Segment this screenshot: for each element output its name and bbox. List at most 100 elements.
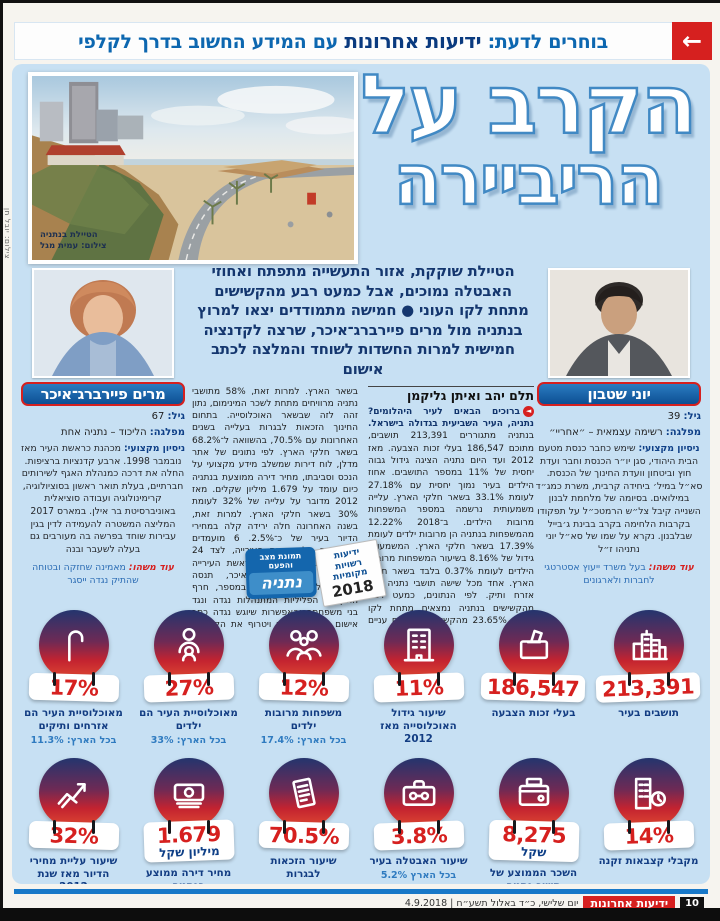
stat-label: שיעור האבטלה בעיר: [369, 855, 468, 867]
stat-tag: 32%: [28, 820, 119, 851]
age-value: 39: [667, 411, 681, 422]
stat-value: 32%: [48, 823, 99, 849]
chart-up-icon: [38, 758, 109, 828]
stat-tag: 186,547: [481, 672, 586, 703]
stat-label: מאוכלוסיית העיר הם ילדים: [139, 707, 238, 732]
candidate-age: גיל: 39: [533, 411, 705, 422]
scan-edge-left: [0, 0, 3, 921]
stat-national: בכל הארץ: 17.4%: [260, 734, 347, 746]
banner-text: בוחרים לדעת: ידיעות אחרונות עם המידע החש…: [14, 29, 672, 53]
stat-value: 8,275: [501, 822, 566, 848]
netanya-stamp-badge: תמונת מצב והפעם נתניה: [245, 546, 317, 599]
scan-edge-top: [0, 0, 720, 3]
experience-text: מכהנת כראשת העיר מאז נובמבר 1998. ארבע ק…: [20, 443, 185, 555]
candidate-experience: ניסיון מקצועי: מכהנת כראשת העיר מאז נובמ…: [19, 443, 187, 556]
headline-line1: הקרב על: [359, 64, 698, 153]
article-subhead: הטיילת שוקקת, אזור התעשייה מתפתח ואחוזי …: [197, 263, 529, 378]
candidate-experience: ניסיון מקצועי: שימש כחבר כנסת מטעם הבית …: [535, 443, 703, 556]
newspaper-brand: ידיעות אחרונות: [583, 896, 676, 911]
stat-tag: 213,391: [595, 672, 702, 703]
cane-icon: [38, 610, 109, 680]
lead-bullet-icon: ◄: [523, 405, 534, 417]
photo-caption-title: הטיילת בנתניה: [40, 230, 98, 240]
stat-label: מאוכלוסיית העיר הם אזרחים ותיקים: [24, 707, 123, 732]
stat-population-growth: 11% שיעור גידול האוכלוסייה מאז 2012: [361, 610, 476, 746]
banner-prefix: בוחרים לדעת:: [481, 31, 609, 53]
stamp-city-name: נתניה: [248, 570, 314, 595]
left-arrow-icon: ←: [672, 22, 712, 60]
byline: תלם יהב ואיתן גליקמן: [368, 385, 534, 402]
stat-tag: 8,275 שקל: [487, 819, 580, 863]
stat-unit: מיליון שקל: [158, 843, 220, 861]
family-icon: [268, 610, 339, 680]
candidate-card-shetbon: יוני שטבון גיל: 39 מפלגה: רשימה עצמאית –…: [533, 268, 705, 587]
stat-value: 3.8%: [389, 823, 448, 849]
ballot-box-icon: [498, 610, 569, 680]
stat-tag: 1.679 מיליון שקל: [142, 819, 235, 863]
stat-label: מקבלי קצבאות זקנה: [598, 855, 699, 867]
article-col1-text: בנתניה מתגוררים 213,391 תושבים, מתוכם 18…: [368, 431, 534, 626]
stat-tag: 12%: [258, 672, 349, 703]
stat-old-age-pension: 14% מקבלי קצבאות זקנה: [591, 758, 706, 884]
footer-rule: [14, 889, 708, 894]
local-authorities-booklet-badge: ידיעות רשויות מקומיות 2018: [313, 538, 387, 607]
candidate-party: מפלגה: רשימה עצמאית – ״אחריי״: [533, 427, 705, 438]
candidate-photo-feirberg: [32, 268, 174, 378]
stat-value: 12%: [278, 675, 329, 701]
promenade-photo: הטיילת בנתניה צילום: עמית מגל: [28, 72, 358, 264]
stat-seniors: 17% מאוכלוסיית העיר הם אזרחים ותיקים בכל…: [16, 610, 131, 746]
stat-unemployment: 3.8% שיעור האבטלה בעיר בכל הארץ 5.2%: [361, 758, 476, 884]
stat-national: בכל הארץ 5.2%: [380, 869, 457, 881]
party-value: רשימה עצמאית – ״אחריי״: [549, 427, 663, 438]
stat-children: 27% מאוכלוסיית העיר הם ילדים בכל הארץ: 3…: [131, 610, 246, 746]
stat-large-families: 12% משפחות מרובות ילדים בכל הארץ: 17.4%: [246, 610, 361, 746]
page-title: הקרב על הריביירה: [352, 64, 704, 264]
stat-label: משפחות מרובות ילדים: [264, 707, 343, 732]
stat-label: תושבים בעיר: [618, 707, 679, 719]
man-portrait-illustration: [550, 270, 688, 376]
stat-tag: 11%: [373, 672, 464, 703]
stats-row-1: 213,391 תושבים בעיר 186,547 בעלי זכות הצ…: [16, 610, 706, 746]
candidate-more: עוד משהו: מאמינה שחזקה ובטוחה שהתיק נגדה…: [19, 562, 187, 587]
article-lead: ברוכים הבאים לעיר היהלומים? נתניה, העיר …: [368, 406, 534, 430]
stats-row-2: 14% מקבלי קצבאות זקנה 8,275 שקל השכר הממו…: [16, 758, 706, 884]
banner-suffix: עם המידע החשוב בדרך לקלפי: [78, 31, 345, 53]
stat-label: השכר הממוצע של תושב נתניה: [489, 867, 578, 884]
footer: 10 ידיעות אחרונות יום שלישי, כ״ד באלול ת…: [405, 896, 704, 911]
age-value: 67: [151, 411, 165, 422]
stat-residents: 213,391 תושבים בעיר: [591, 610, 706, 746]
scan-edge-bottom: [0, 908, 720, 921]
stat-value: 70.5%: [267, 823, 339, 849]
candidate-party: מפלגה: הליכוד – נתניה אחת: [17, 427, 189, 438]
article-column-1: תלם יהב ואיתן גליקמן ◄ברוכים הבאים לעיר …: [368, 385, 534, 628]
headline-line2: הריביירה: [392, 139, 666, 222]
stat-national: בכל הארץ: 68.2%: [246, 883, 361, 884]
stat-matriculation: 70.5% שיעור הזכאות לבגרות בכל הארץ: 68.2…: [246, 758, 361, 884]
stat-tag: 70.5%: [258, 820, 349, 851]
age-label: גיל:: [167, 411, 185, 422]
stat-tag: 3.8%: [373, 820, 464, 851]
woman-portrait-illustration: [34, 270, 172, 376]
stat-value: 213,391: [602, 674, 695, 702]
more-text: מאמינה שחזקה ובטוחה שהתיק נגדה ייסגר: [32, 562, 139, 586]
main-panel: הקרב על הריביירה: [12, 64, 710, 884]
candidate-age: גיל: 67: [17, 411, 189, 422]
experience-label: ניסיון מקצועי:: [123, 443, 186, 454]
stat-tag: 14%: [603, 820, 694, 851]
city-buildings-icon: [613, 610, 684, 680]
party-label: מפלגה:: [665, 427, 701, 438]
party-label: מפלגה:: [149, 427, 185, 438]
page-number: 10: [680, 897, 704, 910]
building-clock-icon: [613, 758, 684, 828]
beach-scene-illustration: [32, 76, 354, 260]
more-label: עוד משהו:: [128, 562, 174, 574]
diploma-icon: [268, 758, 339, 828]
banner-brand: ידיעות אחרונות: [344, 29, 482, 53]
stat-tag: 27%: [143, 672, 234, 703]
party-value: הליכוד – נתניה אחת: [61, 427, 147, 438]
stat-value: 14%: [623, 823, 674, 849]
age-label: גיל:: [683, 411, 701, 422]
more-text: בעל משרד ייעוץ אסטרטגי לחברות ולארגונים: [544, 562, 655, 586]
candidate-nameplate-feirberg: מרים פיירברג־איכר: [21, 382, 185, 406]
